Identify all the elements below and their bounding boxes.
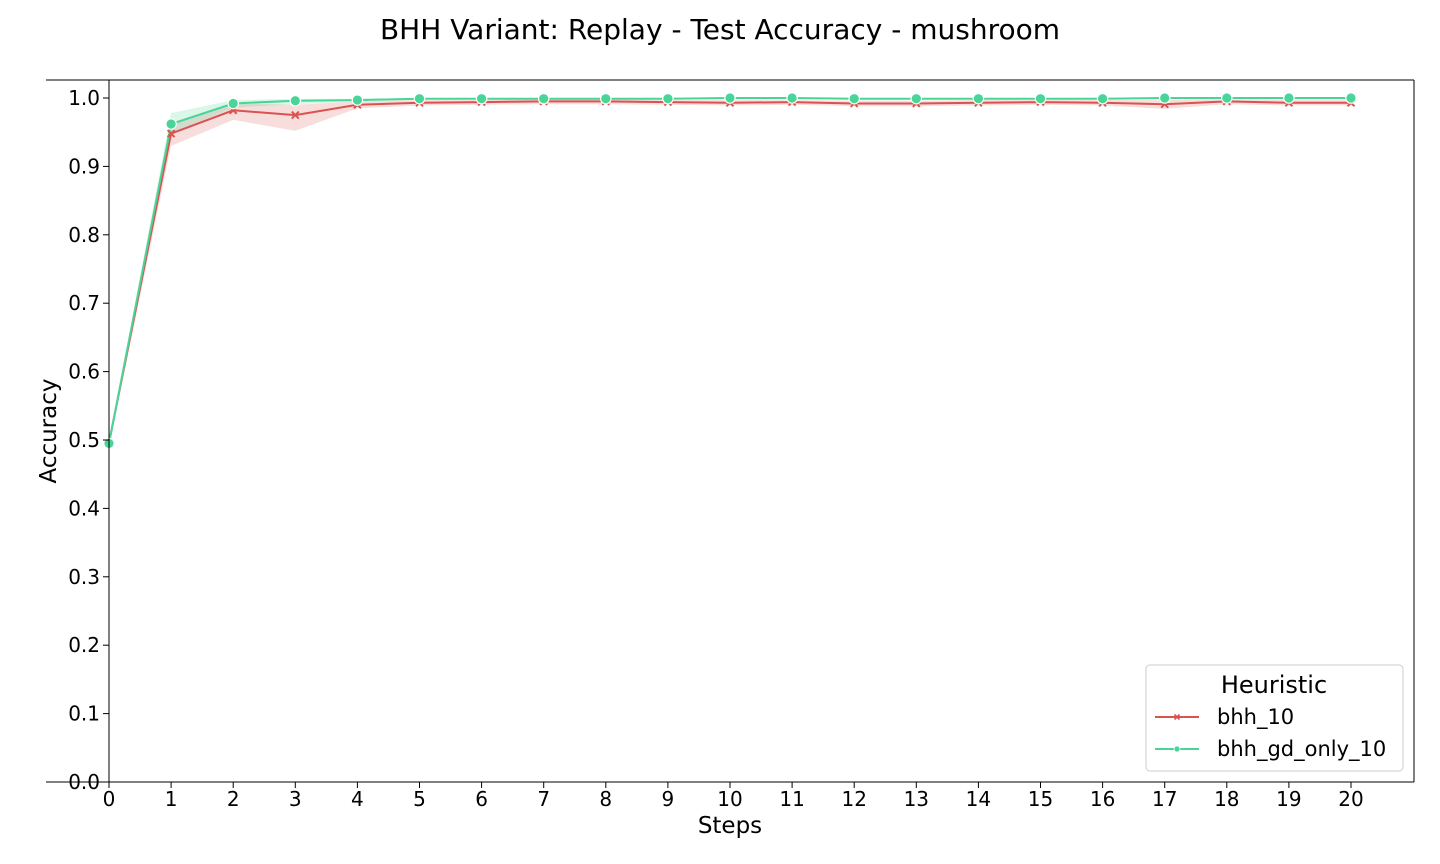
marker-stroke xyxy=(1173,713,1181,721)
data-point-bhh_gd_only_10 xyxy=(1221,92,1233,104)
data-point-bhh_gd_only_10 xyxy=(1345,92,1357,104)
legend-marker-bhh_gd_only_10 xyxy=(1173,745,1181,753)
y-tick-label: 0.8 xyxy=(68,223,100,247)
y-tick-label: 0.0 xyxy=(68,770,100,794)
marker-stroke xyxy=(291,110,300,120)
y-tick-label: 0.4 xyxy=(68,496,100,520)
y-tick-label: 0.7 xyxy=(68,291,100,315)
data-point-bhh_10 xyxy=(291,110,300,120)
data-point-bhh_gd_only_10 xyxy=(848,92,860,105)
data-point-bhh_gd_only_10 xyxy=(227,97,239,110)
data-point-bhh_gd_only_10 xyxy=(165,118,177,130)
ci-band-bhh_10 xyxy=(109,99,1351,447)
x-tick-label: 1 xyxy=(165,787,178,811)
chart-title: BHH Variant: Replay - Test Accuracy - mu… xyxy=(380,13,1060,46)
legend-box xyxy=(1145,664,1404,772)
x-tick-label: 12 xyxy=(841,787,866,811)
legend-title: Heuristic xyxy=(1221,671,1327,699)
x-tick-label: 7 xyxy=(537,787,550,811)
y-tick-label: 0.1 xyxy=(68,702,100,726)
data-point-bhh_gd_only_10 xyxy=(351,94,364,106)
y-axis-label: Accuracy xyxy=(36,378,62,483)
x-tick-label: 13 xyxy=(904,787,929,811)
x-tick-label: 3 xyxy=(289,787,302,811)
data-point-bhh_gd_only_10 xyxy=(1096,92,1109,105)
data-point-bhh_gd_only_10 xyxy=(475,92,488,105)
data-point-bhh_gd_only_10 xyxy=(724,92,736,104)
x-tick-label: 15 xyxy=(1028,787,1053,811)
x-tick-label: 8 xyxy=(599,787,612,811)
legend-label-bhh_10: bhh_10 xyxy=(1217,705,1294,730)
x-tick-label: 6 xyxy=(475,787,488,811)
y-tick-label: 0.5 xyxy=(68,428,100,452)
x-tick-label: 0 xyxy=(103,787,116,811)
series-line-bhh_10 xyxy=(108,100,1351,443)
x-tick-label: 4 xyxy=(351,787,364,811)
y-tick-label: 0.2 xyxy=(68,633,100,657)
y-tick-label: 1.0 xyxy=(68,86,100,110)
x-tick-label: 11 xyxy=(779,787,804,811)
data-point-bhh_gd_only_10 xyxy=(413,92,426,105)
data-point-bhh_gd_only_10 xyxy=(1283,92,1295,104)
data-point-bhh_gd_only_10 xyxy=(537,92,550,105)
x-tick-label: 18 xyxy=(1214,787,1239,811)
x-tick-label: 5 xyxy=(413,787,426,811)
y-tick-label: 0.9 xyxy=(68,154,100,178)
data-point-bhh_10 xyxy=(166,129,176,138)
x-tick-label: 16 xyxy=(1090,787,1115,811)
marker-stroke xyxy=(166,129,176,138)
y-tick-label: 0.6 xyxy=(68,360,100,384)
x-tick-label: 9 xyxy=(662,787,675,811)
series-line-bhh_gd_only_10 xyxy=(108,97,1351,444)
data-point-bhh_gd_only_10 xyxy=(786,92,798,104)
x-tick-label: 2 xyxy=(227,787,240,811)
y-ticks: 0.0 0.1 0.2 0.3 0.4 0.5 0.6 0.7 0.8 0.9 1.0 xyxy=(68,86,109,794)
data-point-bhh_gd_only_10 xyxy=(910,92,923,105)
legend-marker-bhh_10 xyxy=(1173,713,1181,721)
legend-items: bhh_10 bhh_gd_only_10 xyxy=(1155,705,1386,762)
x-ticks: 0 1 2 3 4 5 6 7 8 9 10 11 12 13 14 15 16 17 18 19 20 xyxy=(103,782,1364,811)
legend: Heuristic bhh_10 bhh_gd_only_10 xyxy=(1145,664,1404,772)
series-markers xyxy=(103,92,1357,450)
data-point-bhh_gd_only_10 xyxy=(599,92,612,105)
y-tick-label: 0.3 xyxy=(68,565,100,589)
data-point-bhh_gd_only_10 xyxy=(289,94,302,107)
x-tick-label: 17 xyxy=(1152,787,1177,811)
series-lines xyxy=(108,97,1351,444)
confidence-bands xyxy=(109,98,1351,448)
x-tick-label: 20 xyxy=(1338,787,1363,811)
x-tick-label: 14 xyxy=(966,787,991,811)
data-point-bhh_gd_only_10 xyxy=(972,92,985,105)
x-tick-label: 10 xyxy=(717,787,742,811)
ci-band-bhh_gd_only_10 xyxy=(109,98,1351,448)
x-tick-label: 19 xyxy=(1276,787,1301,811)
x-axis-label: Steps xyxy=(698,813,762,839)
data-point-bhh_gd_only_10 xyxy=(1034,92,1047,105)
legend-label-bhh_gd_only_10: bhh_gd_only_10 xyxy=(1217,737,1386,762)
data-point-bhh_gd_only_10 xyxy=(662,92,674,105)
data-point-bhh_gd_only_10 xyxy=(1158,92,1171,104)
